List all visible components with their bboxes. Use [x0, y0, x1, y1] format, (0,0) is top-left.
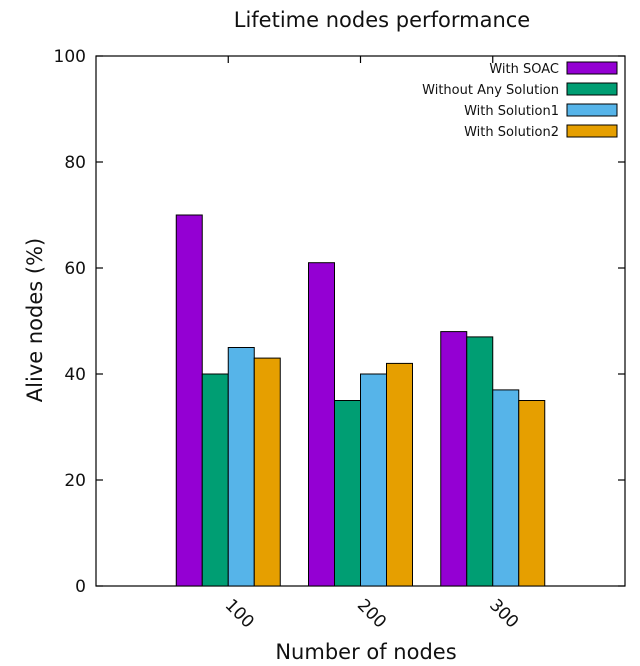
x-tick-label: 100: [221, 595, 258, 632]
y-tick-label: 40: [64, 365, 86, 385]
bar-4-100: [253, 357, 281, 587]
legend-label: With SOAC: [489, 62, 559, 77]
y-tick-label: 60: [64, 259, 86, 279]
bar-3-200: [360, 373, 387, 587]
bar-1-100: [175, 214, 203, 587]
legend-label: With Solution2: [464, 125, 559, 140]
y-tick-label: 0: [75, 577, 86, 597]
legend-label: With Solution1: [464, 104, 559, 119]
legend-swatch: [566, 61, 618, 75]
bar-2-100: [201, 373, 229, 587]
y-tick-label: 20: [64, 471, 86, 491]
bar-2-300: [466, 336, 494, 587]
legend-swatch: [566, 124, 618, 138]
bar-3-100: [227, 347, 255, 587]
x-tick-label: 300: [485, 595, 522, 632]
x-axis-label: Number of nodes: [275, 640, 456, 664]
bar-1-300: [440, 331, 468, 587]
legend-label: Without Any Solution: [422, 83, 559, 98]
bar-3-300: [492, 389, 520, 587]
x-tick-label: 200: [353, 595, 390, 632]
bars-layer: [175, 214, 546, 587]
legend-swatch: [566, 103, 618, 117]
bar-2-200: [334, 400, 361, 587]
bar-1-200: [308, 262, 335, 587]
bar-4-300: [518, 400, 546, 587]
chart-title: Lifetime nodes performance: [234, 8, 530, 32]
legend: With SOAC Without Any Solution With Soluti…: [422, 61, 618, 140]
y-axis-label: Alive nodes (%): [23, 238, 47, 402]
y-tick-label: 80: [64, 153, 86, 173]
legend-swatch: [566, 82, 618, 96]
bar-4-200: [386, 362, 413, 587]
y-tick-label: 100: [54, 47, 86, 67]
